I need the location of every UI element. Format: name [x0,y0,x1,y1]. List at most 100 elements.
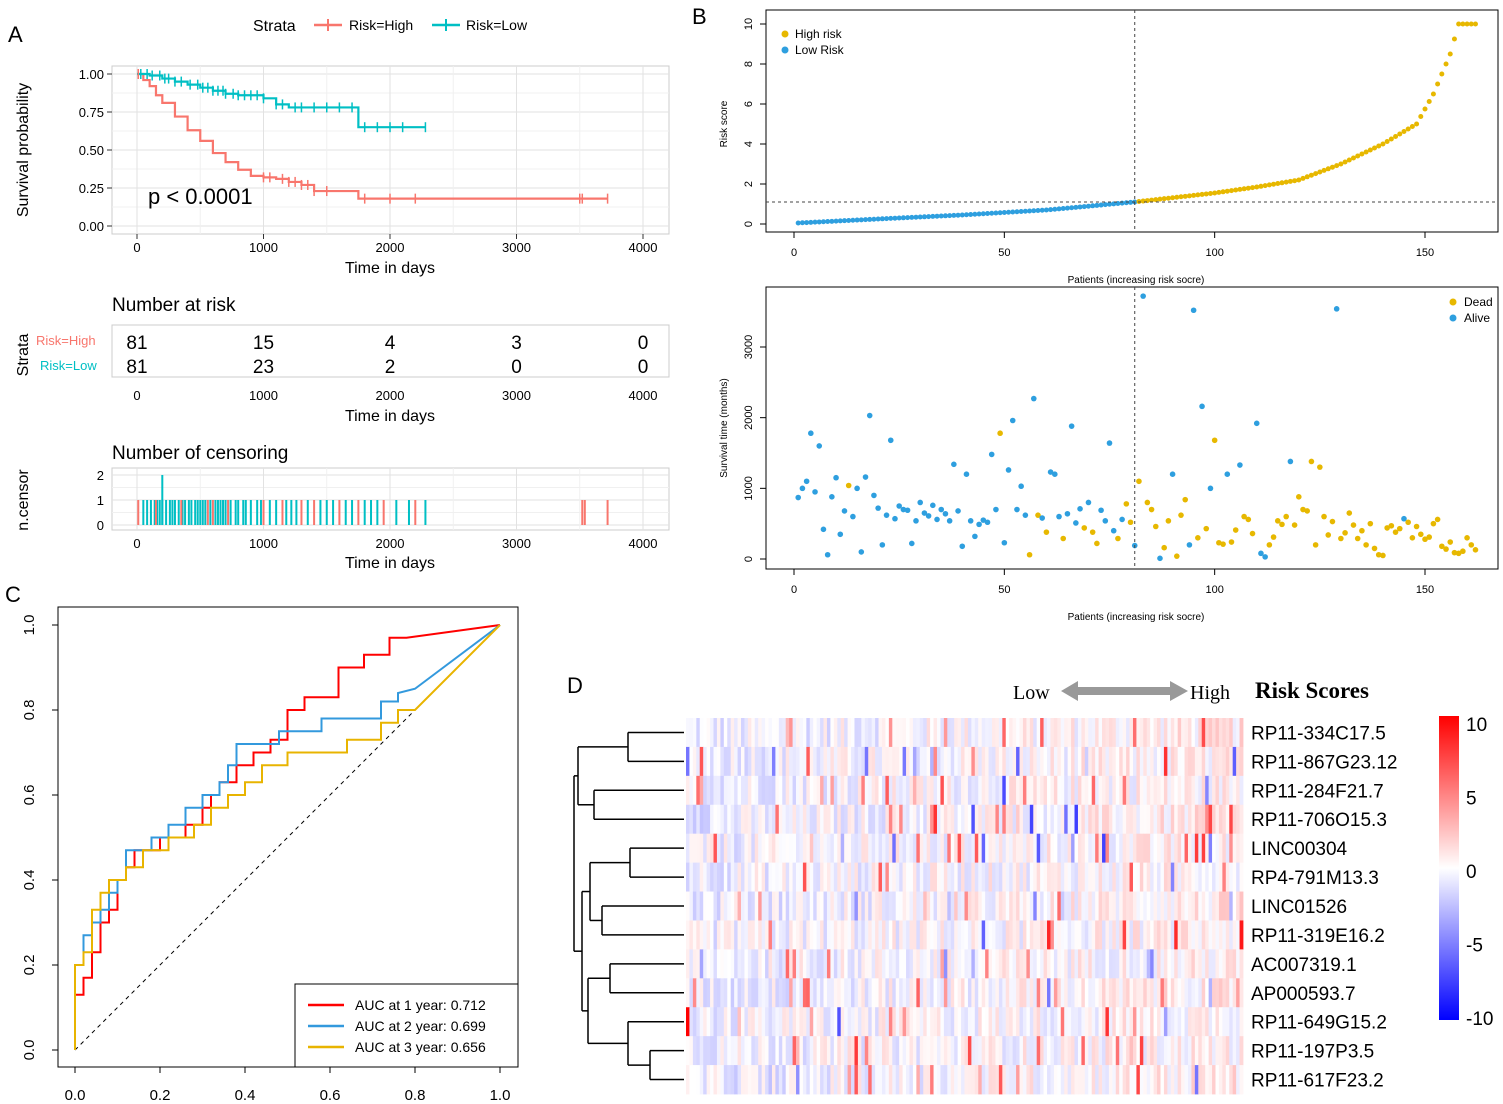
st-point-alive [1039,515,1045,521]
heatmap-cell [1074,833,1079,864]
heatmap-cell [737,891,742,921]
rs-point-high [1367,147,1373,153]
heatmap-cell [710,775,714,806]
heatmap-cell [888,1036,893,1066]
rs-ylabel: Risk score [719,100,730,147]
roc-legend-3: AUC at 3 year: 0.656 [355,1039,486,1055]
heatmap-cell [899,804,904,835]
heatmap-cell [1074,1065,1079,1095]
heatmap-cell [1047,718,1051,748]
heatmap-cell [1005,978,1010,1008]
heatmap-cell [1191,891,1196,921]
heatmap-cell [902,775,907,806]
heatmap-cell [1119,718,1124,748]
heatmap-cell [802,775,807,806]
heatmap-cell [974,920,979,950]
heatmap-cell [1225,1007,1230,1037]
rs-point-high [1292,178,1298,184]
heatmap-cell [1153,833,1158,864]
censor-ytick-label: 2 [97,468,104,483]
heatmap-cell [1102,920,1106,950]
heatmap-cell [796,862,800,892]
heatmap-cell [943,1007,948,1037]
heatmap-cell [906,920,910,950]
rs-point-high [1472,21,1478,27]
heatmap-cell [1012,920,1017,950]
heatmap-cell [1009,1065,1014,1095]
heatmap-cell [1022,746,1027,777]
heatmap-cell [1022,1036,1027,1066]
heatmap-cell [923,833,928,864]
heatmap-cell [820,1036,824,1066]
heatmap-cell [689,775,694,806]
heatmap-cell [758,1036,763,1066]
heatmap-cell [696,891,701,921]
heatmap-cell [950,949,955,979]
heatmap-cell [761,1007,766,1037]
heatmap-cell [1126,1036,1130,1066]
st-legend-dead: Dead [1464,295,1493,309]
heatmap-cell [1071,833,1075,864]
heatmap-cell [919,949,924,979]
heatmap-cell [1108,775,1113,806]
st-xlabel: Patients (increasing risk socre) [1068,612,1205,623]
heatmap-cell [1067,1065,1072,1095]
heatmap-cell [761,949,766,979]
heatmap-cell [826,862,831,892]
st-ytick-label: 0 [743,556,755,562]
heatmap-cell [723,1007,728,1037]
st-point-dead [1094,540,1100,547]
heatmap-cell [785,746,790,777]
heatmap-cell [1095,833,1099,864]
heatmap-cell [1212,718,1216,748]
heatmap-cell [1077,775,1082,806]
heatmap-cell [1026,862,1031,892]
heatmap-cell [758,775,763,806]
heatmap-cell [792,920,797,950]
heatmap-cell [1105,1036,1110,1066]
heatmap-cell [1132,978,1137,1008]
heatmap-cell [686,891,690,921]
heatmap-cell [737,775,742,806]
heatmap-cell [957,804,962,835]
heatmap-cell [710,949,714,979]
heatmap-cell [992,891,996,921]
heatmap-cell [789,775,793,806]
heatmap-cell [1146,1007,1151,1037]
heatmap-cell [1043,746,1048,777]
heatmap-cell [861,718,866,748]
heatmap-cell [1102,775,1106,806]
heatmap-cell [816,1065,821,1095]
heatmap-cell [1077,862,1082,892]
heatmap-cell [1215,1036,1220,1066]
heatmap-cell [730,949,735,979]
heatmap-cell [1218,891,1223,921]
heatmap-cell [1201,1036,1206,1066]
heatmap-cell [885,862,890,892]
heatmap-cell [1229,718,1234,748]
heatmap-cell [875,1065,879,1095]
heatmap-cell [1191,920,1196,950]
heatmap-cell [692,1036,697,1066]
heatmap-cell [885,949,890,979]
heatmap-cell [1088,775,1093,806]
heatmap-cell [754,775,759,806]
roc-curve-1yr [74,624,501,1050]
st-point-alive [883,512,890,518]
heatmap-cell [1201,920,1206,950]
heatmap-cell [1160,891,1165,921]
heatmap-cell [1167,775,1172,806]
heatmap-cell [754,920,759,950]
heatmap-cell [699,891,704,921]
heatmap-cell [1047,804,1051,835]
heatmap-cell [1057,891,1062,921]
heatmap-cell [1060,1065,1065,1095]
heatmap-cell [1229,833,1234,864]
heatmap-cell [713,1036,718,1066]
heatmap-cell [1009,949,1014,979]
heatmap-cell [916,978,921,1008]
heatmap-cell [723,718,728,748]
heatmap-cell [926,804,931,835]
heatmap-cell [1181,920,1185,950]
heatmap-cell [1081,1036,1086,1066]
